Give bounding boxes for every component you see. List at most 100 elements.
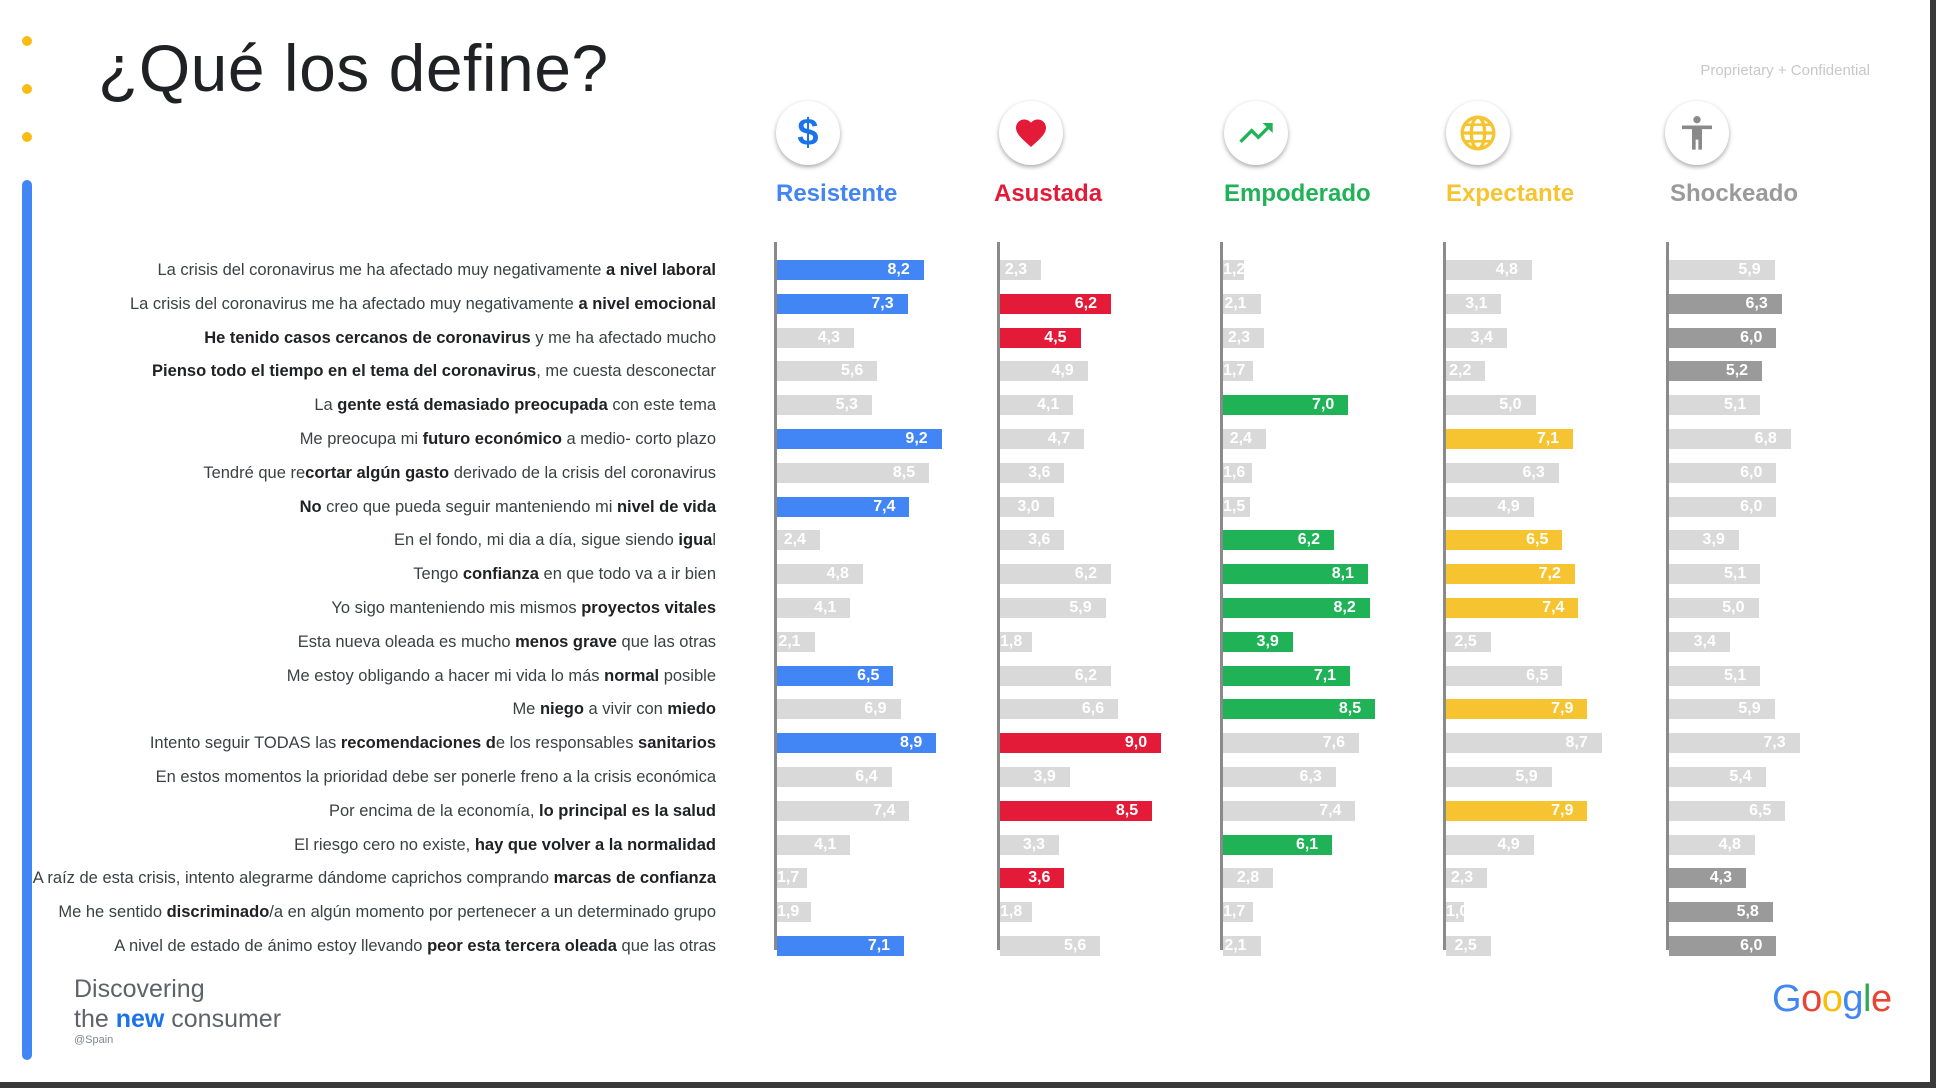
bar	[1669, 361, 1763, 382]
bar-value-label: 7,4	[873, 801, 896, 819]
bar	[777, 800, 910, 821]
bar-value-label: 7,9	[1551, 801, 1574, 819]
bar	[1000, 293, 1111, 314]
bar-value-label: 3,6	[1028, 463, 1051, 481]
bar-value-label: 6,3	[1299, 768, 1322, 785]
bar	[1000, 395, 1074, 416]
bar-value-label: 7,4	[873, 497, 896, 515]
bar	[777, 936, 905, 956]
google-logo-letter: G	[1772, 978, 1802, 1020]
bar	[1669, 767, 1766, 787]
bar	[1446, 834, 1534, 855]
bar-value-label: 5,1	[1724, 396, 1747, 414]
bar-value-label: 2,4	[1229, 430, 1252, 447]
bar	[1223, 936, 1261, 956]
statement-label: La gente está demasiado preocupada con e…	[314, 390, 716, 420]
trending-up-icon	[1224, 101, 1288, 165]
bullet-dot	[22, 36, 32, 46]
bar-value-label: 2,5	[1454, 632, 1477, 650]
bar	[1223, 395, 1349, 416]
bar-value-label: 6,6	[1081, 700, 1105, 718]
bar	[1000, 902, 1033, 923]
bar-value-label: 3,3	[1022, 835, 1046, 853]
statement-label: Me estoy obligando a hacer mi vida lo má…	[287, 661, 716, 691]
statement-text: gente está demasiado preocupada	[337, 396, 608, 415]
bar-value-label: 5,6	[1063, 937, 1087, 954]
bar-value-label: 1,7	[777, 869, 800, 887]
statement-label: Yo sigo manteniendo mis mismos proyectos…	[331, 593, 716, 623]
bar	[1223, 462, 1252, 483]
bar	[1223, 767, 1336, 787]
statement-text: /a en algún momento por pertenecer a un …	[269, 903, 716, 922]
bar-value-label: 4,8	[1495, 261, 1518, 278]
bar	[1223, 902, 1254, 923]
statement-text: Tengo	[413, 565, 463, 584]
bar-value-label: 8,2	[887, 261, 910, 278]
statement-label: No creo que pueda seguir manteniendo mi …	[300, 492, 716, 522]
bar-value-label: 7,2	[1538, 565, 1561, 583]
bar-value-label: 7,1	[867, 937, 891, 954]
statement-text: e los responsables	[495, 734, 639, 753]
accent-bar	[22, 180, 32, 1060]
bar	[1223, 530, 1334, 551]
bar-value-label: 5,3	[835, 396, 858, 414]
statement-text: normal	[604, 666, 660, 685]
bar-value-label: 6,0	[1740, 937, 1763, 954]
statement-text: nivel de vida	[616, 497, 716, 516]
statement-label: Por encima de la economía, lo principal …	[329, 796, 716, 826]
statement-text: Pienso todo el tiempo en el tema del cor…	[152, 362, 537, 381]
bar-value-label: 7,4	[1319, 801, 1342, 819]
bar	[777, 902, 811, 923]
statement-text: Tendré que re	[203, 463, 306, 482]
bar-value-label: 6,8	[1754, 430, 1777, 447]
bullet-dot	[22, 84, 32, 94]
bar	[1223, 598, 1370, 618]
bar-value-label: 2,2	[1449, 362, 1472, 380]
bar-value-label: 3,9	[1256, 632, 1279, 650]
segment-name: Expectante	[1446, 180, 1575, 207]
bar-value-label: 6,1	[1295, 835, 1319, 853]
google-logo-letter: g	[1842, 978, 1863, 1020]
bar-value-label: 4,1	[814, 599, 837, 616]
bar-value-label: 7,3	[871, 294, 894, 312]
google-logo-letter: o	[1821, 978, 1843, 1020]
bar-value-label: 4,9	[1497, 835, 1520, 853]
bar-value-label: 2,8	[1236, 869, 1260, 887]
bar-value-label: 7,3	[1763, 734, 1786, 752]
bar-value-label: 6,9	[864, 700, 887, 718]
bar-value-label: 3,1	[1465, 294, 1488, 312]
bar-value-label: 8,2	[1333, 599, 1356, 616]
statement-label: En el fondo, mi dia a día, sigue siendo …	[394, 525, 716, 555]
statement-label: A raíz de esta crisis, intento alegrarme…	[33, 863, 716, 893]
bar-value-label: 6,5	[1526, 531, 1549, 549]
bar	[1446, 767, 1552, 787]
bar	[1000, 834, 1060, 855]
bar	[1669, 462, 1777, 483]
logo-text: Disc	[74, 975, 123, 1003]
bar	[1000, 800, 1153, 821]
statement-text: La crisis del coronavirus me ha afectado…	[129, 294, 579, 313]
bar-value-label: 1,2	[1223, 261, 1246, 278]
bullet-dot	[22, 132, 32, 142]
bar-value-label: 8,5	[1338, 700, 1362, 718]
bar	[1000, 327, 1081, 348]
bar-value-label: 6,5	[1526, 666, 1549, 684]
page-title: ¿Qué los define?	[98, 31, 609, 105]
bar	[1223, 868, 1274, 889]
window-edge	[1930, 0, 1936, 1088]
bar-value-label: 5,6	[840, 362, 864, 380]
bar	[1000, 598, 1106, 618]
bar-value-label: 2,3	[1450, 869, 1474, 887]
statement-label: Me niego a vivir con miedo	[512, 694, 716, 724]
statement-text: Me	[512, 700, 540, 719]
bar	[1000, 564, 1111, 585]
bar	[1000, 733, 1162, 754]
segment-name: Shockeado	[1670, 180, 1799, 207]
bar	[1446, 462, 1559, 483]
bar	[1669, 327, 1777, 348]
bar	[1669, 496, 1777, 517]
statement-text: recomendaciones d	[340, 734, 496, 753]
bar-value-label: 4,9	[1051, 362, 1074, 380]
bar	[1446, 631, 1491, 652]
